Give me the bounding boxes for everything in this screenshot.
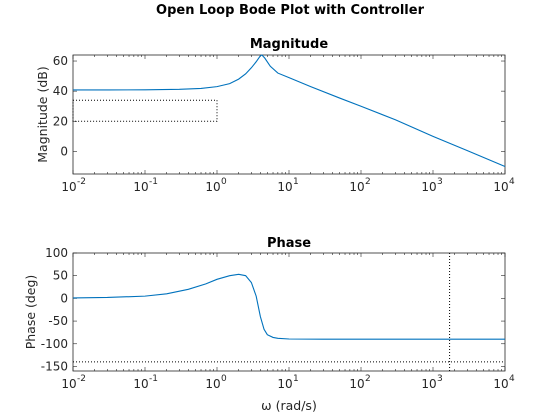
phase-series-line — [72, 273, 505, 340]
magnitude-plot-area — [72, 54, 506, 175]
phase-plot: Phase Phase (deg) ω (rad/s) 10 -2 10 -1 10 0 1… — [23, 236, 515, 413]
x-tick-exponent: 3 — [437, 177, 443, 187]
phase-y-axis-label: Phase (deg) — [23, 275, 38, 350]
phase-plot-area — [72, 252, 506, 372]
y-tick-label: 50 — [53, 269, 68, 283]
x-tick-label: 10 — [349, 377, 364, 391]
y-tick-label: 0 — [60, 144, 68, 158]
y-tick-label: -50 — [48, 314, 68, 328]
figure-title: Open Loop Bode Plot with Controller — [156, 3, 425, 18]
x-tick-label: 10 — [61, 377, 76, 391]
phase-annotations — [73, 253, 505, 371]
y-tick-label: 60 — [53, 54, 68, 68]
x-tick-label: 10 — [61, 180, 76, 194]
phase-x-axis-label: ω (rad/s) — [261, 398, 317, 413]
y-tick-label: 100 — [45, 246, 68, 260]
x-tick-exponent: 4 — [509, 177, 515, 187]
x-tick-exponent: 1 — [293, 374, 299, 384]
magnitude-annotations — [72, 99, 218, 122]
x-tick-label: 10 — [133, 377, 148, 391]
y-tick-label: -150 — [41, 359, 68, 373]
x-tick-exponent: 4 — [509, 374, 515, 384]
y-tick-label: -100 — [41, 337, 68, 351]
y-tick-label: 20 — [53, 114, 68, 128]
x-tick-label: 10 — [349, 180, 364, 194]
x-tick-exponent: -2 — [77, 177, 86, 187]
x-tick-label: 10 — [493, 180, 508, 194]
magnitude-series-line — [73, 54, 506, 167]
y-tick-label: 0 — [60, 291, 68, 305]
x-tick-label: 10 — [205, 377, 220, 391]
x-tick-exponent: 3 — [437, 374, 443, 384]
x-tick-exponent: 1 — [293, 177, 299, 187]
x-tick-label: 10 — [421, 377, 436, 391]
x-tick-label: 10 — [277, 180, 292, 194]
magnitude-plot: Magnitude Magnitude (dB) 10 -2 10 -1 10 0 10 1 1… — [35, 37, 515, 194]
magnitude-title: Magnitude — [250, 37, 329, 52]
x-tick-label: 10 — [277, 377, 292, 391]
x-tick-label: 10 — [421, 180, 436, 194]
y-tick-label: 40 — [53, 84, 68, 98]
x-tick-label: 10 — [205, 180, 220, 194]
x-tick-label: 10 — [493, 377, 508, 391]
phase-title: Phase — [267, 236, 311, 251]
x-tick-label: 10 — [133, 180, 148, 194]
x-tick-exponent: 0 — [221, 177, 227, 187]
x-tick-exponent: 0 — [221, 374, 227, 384]
x-tick-exponent: 2 — [365, 177, 371, 187]
x-tick-exponent: -1 — [149, 177, 158, 187]
x-tick-exponent: -2 — [77, 374, 86, 384]
x-tick-exponent: 2 — [365, 374, 371, 384]
x-tick-exponent: -1 — [149, 374, 158, 384]
dotted-box-annotation — [72, 99, 218, 122]
magnitude-y-axis-label: Magnitude (dB) — [35, 66, 50, 162]
